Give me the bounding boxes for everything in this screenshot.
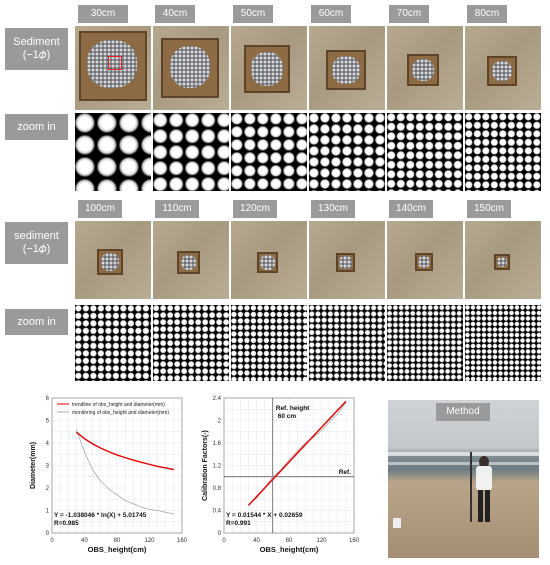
sediment-photo-80cm (465, 26, 541, 110)
series-line (247, 400, 347, 506)
zoom-photo-140cm (387, 305, 463, 381)
ref-height-value: 60 cm (278, 413, 297, 420)
sediment-photo-130cm (309, 221, 385, 299)
y-tick-label: 2 (218, 419, 222, 425)
method-photo (388, 400, 539, 558)
sediment-photo-30cm (75, 26, 151, 110)
zoom-photo-150cm (465, 305, 541, 381)
label-120cm: 120cm (233, 200, 277, 218)
legend-entry: trendline of obs_height and diameter(mm) (72, 402, 165, 408)
x-tick-label: 120 (316, 538, 327, 544)
side-label-sediment-2: sediment (−1𝜙) (5, 222, 68, 264)
x-tick-label: 120 (144, 538, 155, 544)
label-150cm: 150cm (467, 200, 511, 218)
plot-frame (51, 397, 183, 534)
diameter-chart: 0 40 80 120 160 0 1 2 3 4 5 6 OBS_height(cm) Diameter… (30, 396, 188, 554)
y-tick-label: 1.6 (213, 441, 222, 447)
zoom-photo-100cm (75, 305, 151, 381)
side-label-text: (−1𝜙) (22, 243, 51, 255)
x-axis-label: OBS_height(cm) (260, 545, 319, 554)
side-label-zoom-2: zoom in (5, 309, 68, 335)
sediment-photo-150cm (465, 221, 541, 299)
zoom-photo-120cm (231, 305, 307, 381)
zoom-photo-70cm (387, 113, 463, 191)
label-30cm: 30cm (78, 5, 128, 23)
x-tick-label: 80 (286, 538, 293, 544)
label-130cm: 130cm (311, 200, 355, 218)
x-tick-label: 40 (81, 538, 88, 544)
y-tick-label: 2.4 (213, 396, 222, 402)
zoom-photo-30cm (75, 113, 151, 191)
equation-label: Y = -1.038046 * ln(X) + 5.01745 (54, 512, 147, 519)
y-tick-label: 6 (46, 396, 50, 402)
zoom-photo-60cm (309, 113, 385, 191)
sediment-photo-100cm (75, 221, 151, 299)
series-line (75, 429, 174, 515)
sediment-photo-140cm (387, 221, 463, 299)
r-value-label: R=0.985 (54, 520, 79, 527)
series-line (75, 431, 175, 471)
y-tick-label: 0.4 (213, 509, 222, 515)
sediment-photo-70cm (387, 26, 463, 110)
y-tick-label: 0.8 (213, 486, 222, 492)
y-tick-label: 2 (46, 486, 50, 492)
method-label: Method (436, 403, 490, 421)
x-tick-label: 40 (253, 538, 260, 544)
sediment-photo-40cm (153, 26, 229, 110)
zoom-photo-40cm (153, 113, 229, 191)
y-tick-label: 3 (46, 464, 50, 470)
y-tick-label: 5 (46, 419, 50, 425)
calibration-chart: 0 40 80 120 160 0 0.4 0.8 1.2 1.6 2 2.4 OBS_height(c… (202, 396, 360, 554)
side-label-text: (−1𝜙) (22, 49, 51, 61)
ref-label: Ref. (339, 469, 351, 476)
side-label-text: sediment (14, 230, 59, 242)
label-110cm: 110cm (155, 200, 199, 218)
y-tick-label: 0 (46, 531, 50, 537)
legend-entry: monitoring of obs_height and diameter(mm… (72, 410, 169, 416)
sediment-photo-120cm (231, 221, 307, 299)
x-tick-label: 80 (114, 538, 121, 544)
y-axis-label: Calibration Factors(-) (202, 430, 209, 501)
side-label-sediment-1: Sediment (−1𝜙) (5, 28, 68, 70)
zoom-photo-130cm (309, 305, 385, 381)
label-50cm: 50cm (233, 5, 273, 23)
y-axis-label: Diameter(mm) (30, 442, 37, 489)
y-tick-label: 1 (46, 509, 50, 515)
sediment-photo-60cm (309, 26, 385, 110)
label-140cm: 140cm (389, 200, 433, 218)
x-tick-label: 160 (177, 538, 188, 544)
label-100cm: 100cm (78, 200, 122, 218)
label-60cm: 60cm (311, 5, 351, 23)
equation-label: Y = 0.01544 * X + 0.02659 (226, 512, 303, 519)
y-tick-label: 4 (46, 441, 50, 447)
ref-height-label: Ref. height (276, 405, 310, 412)
zoom-photo-80cm (465, 113, 541, 191)
zoom-photo-110cm (153, 305, 229, 381)
sediment-photo-110cm (153, 221, 229, 299)
r-value-label: R=0.991 (226, 520, 251, 527)
sediment-photo-50cm (231, 26, 307, 110)
side-label-zoom-1: zoom in (5, 114, 68, 140)
zoom-photo-50cm (231, 113, 307, 191)
plot-frame (223, 397, 355, 534)
x-tick-label: 0 (222, 538, 226, 544)
y-tick-label: 0 (218, 531, 222, 537)
label-40cm: 40cm (155, 5, 195, 23)
y-tick-label: 1.2 (213, 464, 222, 470)
x-tick-label: 0 (50, 538, 54, 544)
label-80cm: 80cm (467, 5, 507, 23)
label-70cm: 70cm (389, 5, 429, 23)
x-axis-label: OBS_height(cm) (88, 545, 147, 554)
x-tick-label: 160 (349, 538, 360, 544)
side-label-text: Sediment (13, 36, 60, 48)
